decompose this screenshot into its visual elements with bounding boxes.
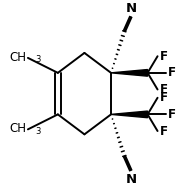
Text: F: F	[160, 125, 168, 137]
Text: F: F	[160, 50, 168, 63]
Text: N: N	[125, 2, 137, 15]
Text: CH: CH	[9, 122, 26, 135]
Text: F: F	[168, 66, 176, 79]
Text: N: N	[125, 173, 137, 186]
Text: 3: 3	[35, 127, 41, 136]
Polygon shape	[111, 111, 147, 118]
Text: CH: CH	[9, 50, 26, 64]
Polygon shape	[111, 70, 147, 76]
Text: F: F	[160, 91, 168, 104]
Text: F: F	[168, 108, 176, 121]
Text: 3: 3	[35, 55, 41, 64]
Text: F: F	[160, 83, 168, 96]
